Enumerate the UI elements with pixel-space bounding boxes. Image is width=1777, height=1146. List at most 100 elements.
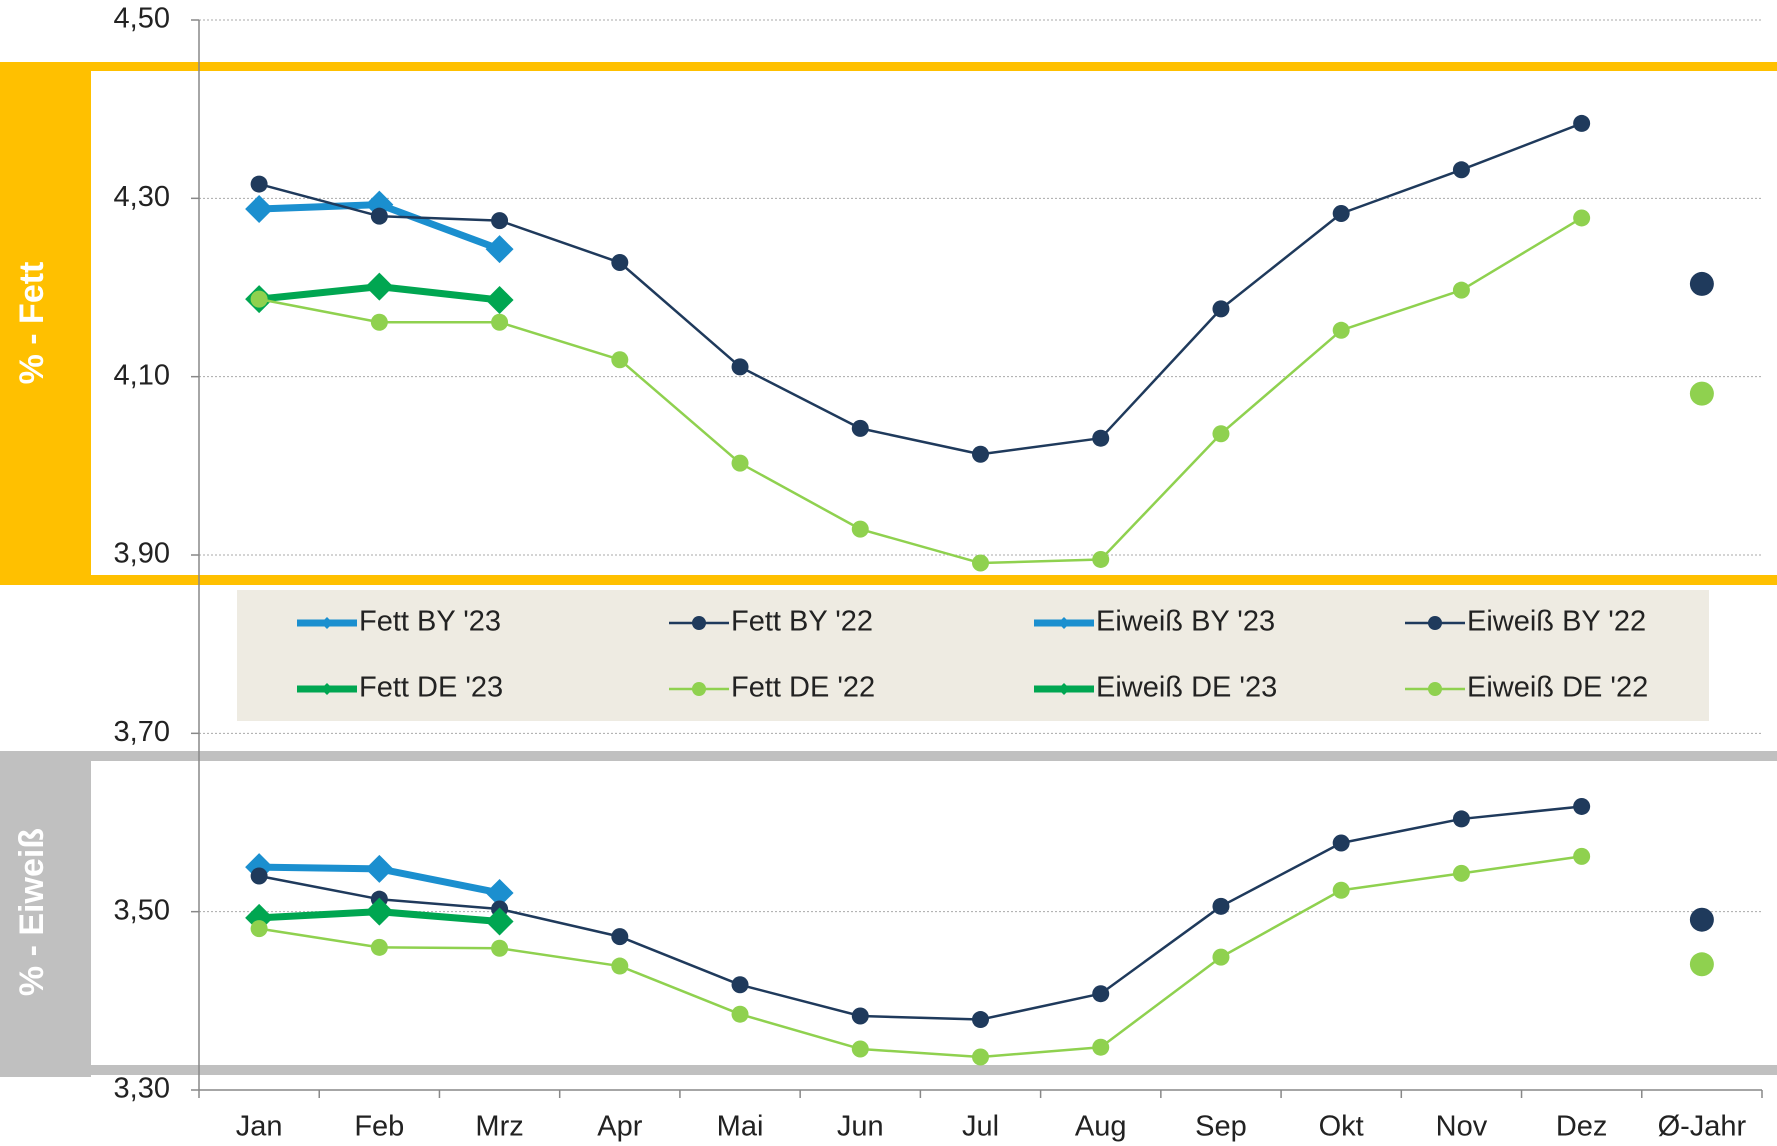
x-tick-label: Jan: [236, 1111, 283, 1143]
eiweiss-band-top: [0, 751, 1777, 761]
point: [1689, 952, 1714, 977]
legend-marker: [1058, 617, 1070, 629]
point: [491, 939, 509, 957]
legend-label: Eiweiß DE '22: [1467, 672, 1648, 704]
panel-label: % - Eiweiß: [13, 828, 51, 996]
line-segment: [1099, 432, 1223, 561]
point: [245, 195, 274, 224]
point: [250, 290, 268, 308]
legend-marker: [321, 683, 333, 695]
point: [1452, 810, 1470, 828]
point: [851, 1040, 869, 1058]
point: [1332, 881, 1350, 899]
line-segment: [1099, 955, 1223, 1049]
point: [611, 351, 629, 369]
y-tick-label: 4,10: [114, 359, 170, 391]
eiweiss-band-bottom: [0, 1065, 1777, 1075]
point: [1092, 550, 1110, 568]
line-segment: [257, 874, 381, 901]
y-tick-label: 3,70: [114, 716, 170, 748]
line-segment: [618, 261, 742, 369]
line-segment: [255, 201, 383, 213]
x-tick-label: Sep: [1195, 1111, 1247, 1143]
point: [1452, 161, 1470, 179]
line-segment: [979, 1045, 1102, 1059]
point: [1212, 897, 1230, 915]
point: [1332, 834, 1350, 852]
point: [611, 254, 629, 272]
line-segment: [1460, 855, 1583, 875]
legend-marker: [1428, 682, 1442, 696]
line-segment: [738, 461, 862, 531]
y-tick-label: 3,50: [114, 894, 170, 926]
line-segment: [738, 983, 862, 1018]
legend-box: [237, 590, 1709, 721]
point: [1332, 204, 1350, 222]
x-tick-label: Okt: [1319, 1111, 1364, 1143]
fett-band-bottom: [0, 575, 1777, 585]
legend-label: Eiweiß DE '23: [1096, 672, 1277, 704]
line-segment: [255, 908, 383, 922]
line-segment: [979, 992, 1102, 1021]
line-segment: [257, 927, 381, 949]
y-tick-label: 4,30: [114, 181, 170, 213]
line-segment: [1339, 288, 1463, 332]
line-segment: [738, 1012, 862, 1051]
x-tick-label: Aug: [1075, 1111, 1127, 1143]
point: [1212, 425, 1230, 443]
line-segment: [1339, 872, 1463, 892]
line-segment: [255, 863, 383, 873]
line-segment: [618, 964, 742, 1016]
line-segment: [859, 527, 982, 565]
line-segment: [1460, 805, 1583, 821]
line-segment: [1099, 905, 1223, 995]
y-tick-label: 3,90: [114, 538, 170, 570]
line-segment: [859, 1047, 982, 1059]
x-tick-label: Nov: [1436, 1111, 1488, 1143]
point: [250, 867, 268, 885]
legend-marker: [692, 616, 706, 630]
point: [1332, 321, 1350, 339]
line-segment: [1219, 212, 1343, 311]
point: [1689, 381, 1714, 406]
point: [972, 554, 989, 572]
point: [1092, 1038, 1110, 1056]
line-segment: [498, 907, 622, 938]
fett-band-top: [0, 62, 1777, 71]
point: [1573, 114, 1591, 132]
eiweiss-band: [0, 751, 91, 1077]
point: [972, 1048, 989, 1066]
point: [250, 920, 268, 938]
line-segment: [859, 427, 982, 456]
line-segment: [738, 365, 862, 430]
point: [851, 1007, 869, 1025]
point: [370, 313, 388, 331]
line-segment: [1219, 329, 1343, 435]
legend-marker: [321, 617, 333, 629]
point: [1689, 907, 1714, 932]
legend-label: Fett BY '23: [359, 606, 501, 638]
line-segment: [257, 182, 381, 218]
x-tick-label: Jun: [837, 1111, 884, 1143]
point: [365, 272, 394, 301]
line-segment: [498, 219, 622, 264]
line-segment: [979, 436, 1102, 456]
point: [1092, 985, 1110, 1003]
line-segment: [1219, 889, 1343, 959]
point: [485, 878, 514, 907]
point: [731, 454, 749, 472]
point: [1573, 797, 1591, 815]
x-tick-label: Ø-Jahr: [1658, 1111, 1747, 1143]
point: [365, 897, 394, 926]
legend-marker: [1058, 683, 1070, 695]
line-segment: [1339, 817, 1463, 845]
point: [611, 928, 629, 946]
line-segment: [1099, 307, 1223, 440]
point: [1452, 864, 1470, 882]
point: [370, 207, 388, 225]
legend-marker: [1428, 616, 1442, 630]
line-segment: [498, 321, 622, 361]
line-segment: [375, 283, 504, 304]
point: [1212, 300, 1230, 318]
